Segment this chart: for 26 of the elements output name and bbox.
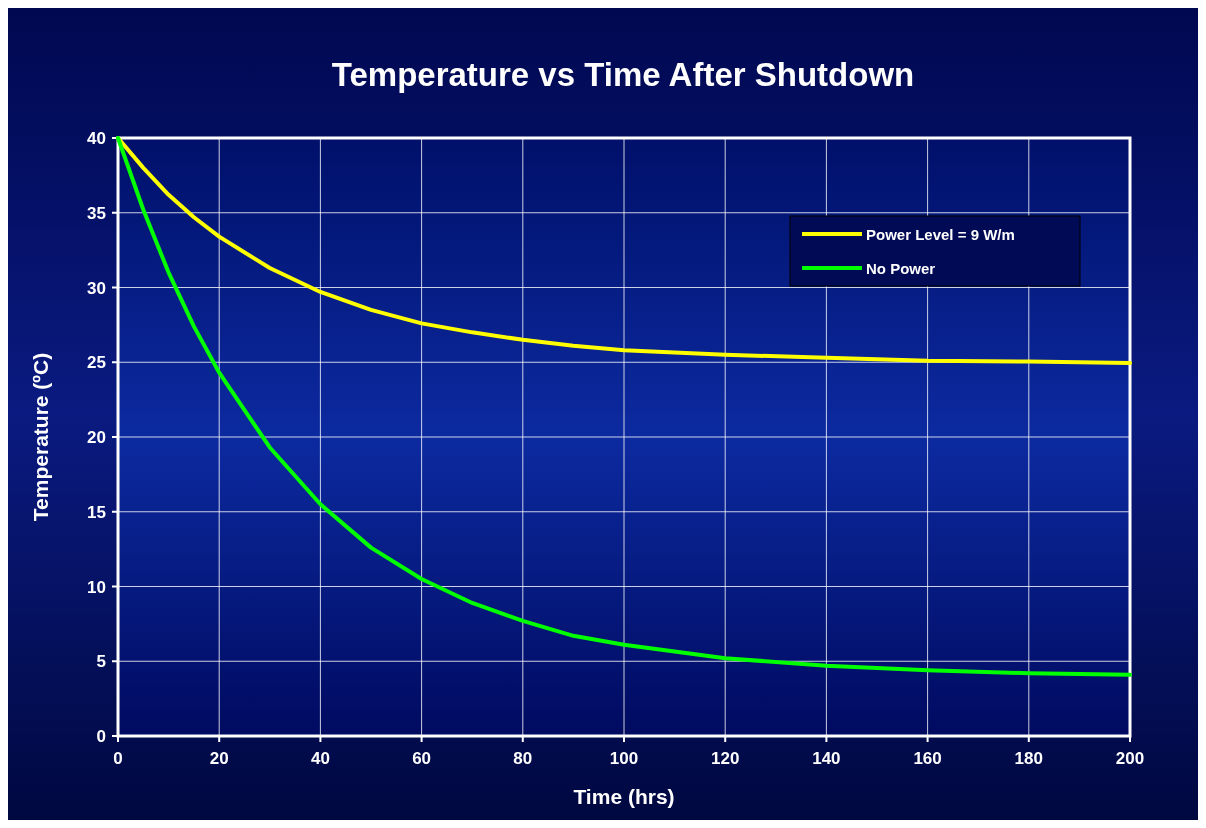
y-tick-label: 5 — [96, 652, 106, 672]
legend-label: Power Level = 9 W/m — [866, 226, 1015, 243]
legend-label: No Power — [866, 260, 936, 277]
x-tick-label: 140 — [812, 749, 841, 768]
y-tick-label: 35 — [87, 203, 106, 223]
y-tick-label: 20 — [87, 428, 106, 447]
x-tick-label: 40 — [310, 749, 330, 768]
x-tick-label: 20 — [209, 749, 229, 768]
y-tick-label: 25 — [87, 353, 106, 373]
x-tick-label: 100 — [609, 749, 639, 768]
line-series — [116, 136, 1132, 677]
x-axis-title: Time (hrs) — [573, 785, 675, 808]
y-tick-label: 0 — [96, 727, 106, 746]
y-tick-label: 15 — [87, 502, 106, 522]
y-axis-title: Temperature (ºC) — [29, 352, 52, 522]
chart-title: Temperature vs Time After Shutdown — [331, 56, 915, 93]
y-tick-label: 30 — [87, 278, 106, 298]
y-tick-label: 40 — [87, 129, 106, 148]
x-tick-label: 120 — [711, 749, 740, 768]
y-tick-label: 10 — [87, 577, 106, 597]
x-tick-label: 160 — [913, 749, 942, 768]
x-tick-label: 0 — [113, 749, 123, 768]
x-tick-label: 200 — [1115, 749, 1145, 768]
x-tick-label: 180 — [1014, 749, 1043, 768]
x-tick-label: 60 — [412, 749, 432, 768]
x-tick-label: 80 — [513, 749, 533, 768]
